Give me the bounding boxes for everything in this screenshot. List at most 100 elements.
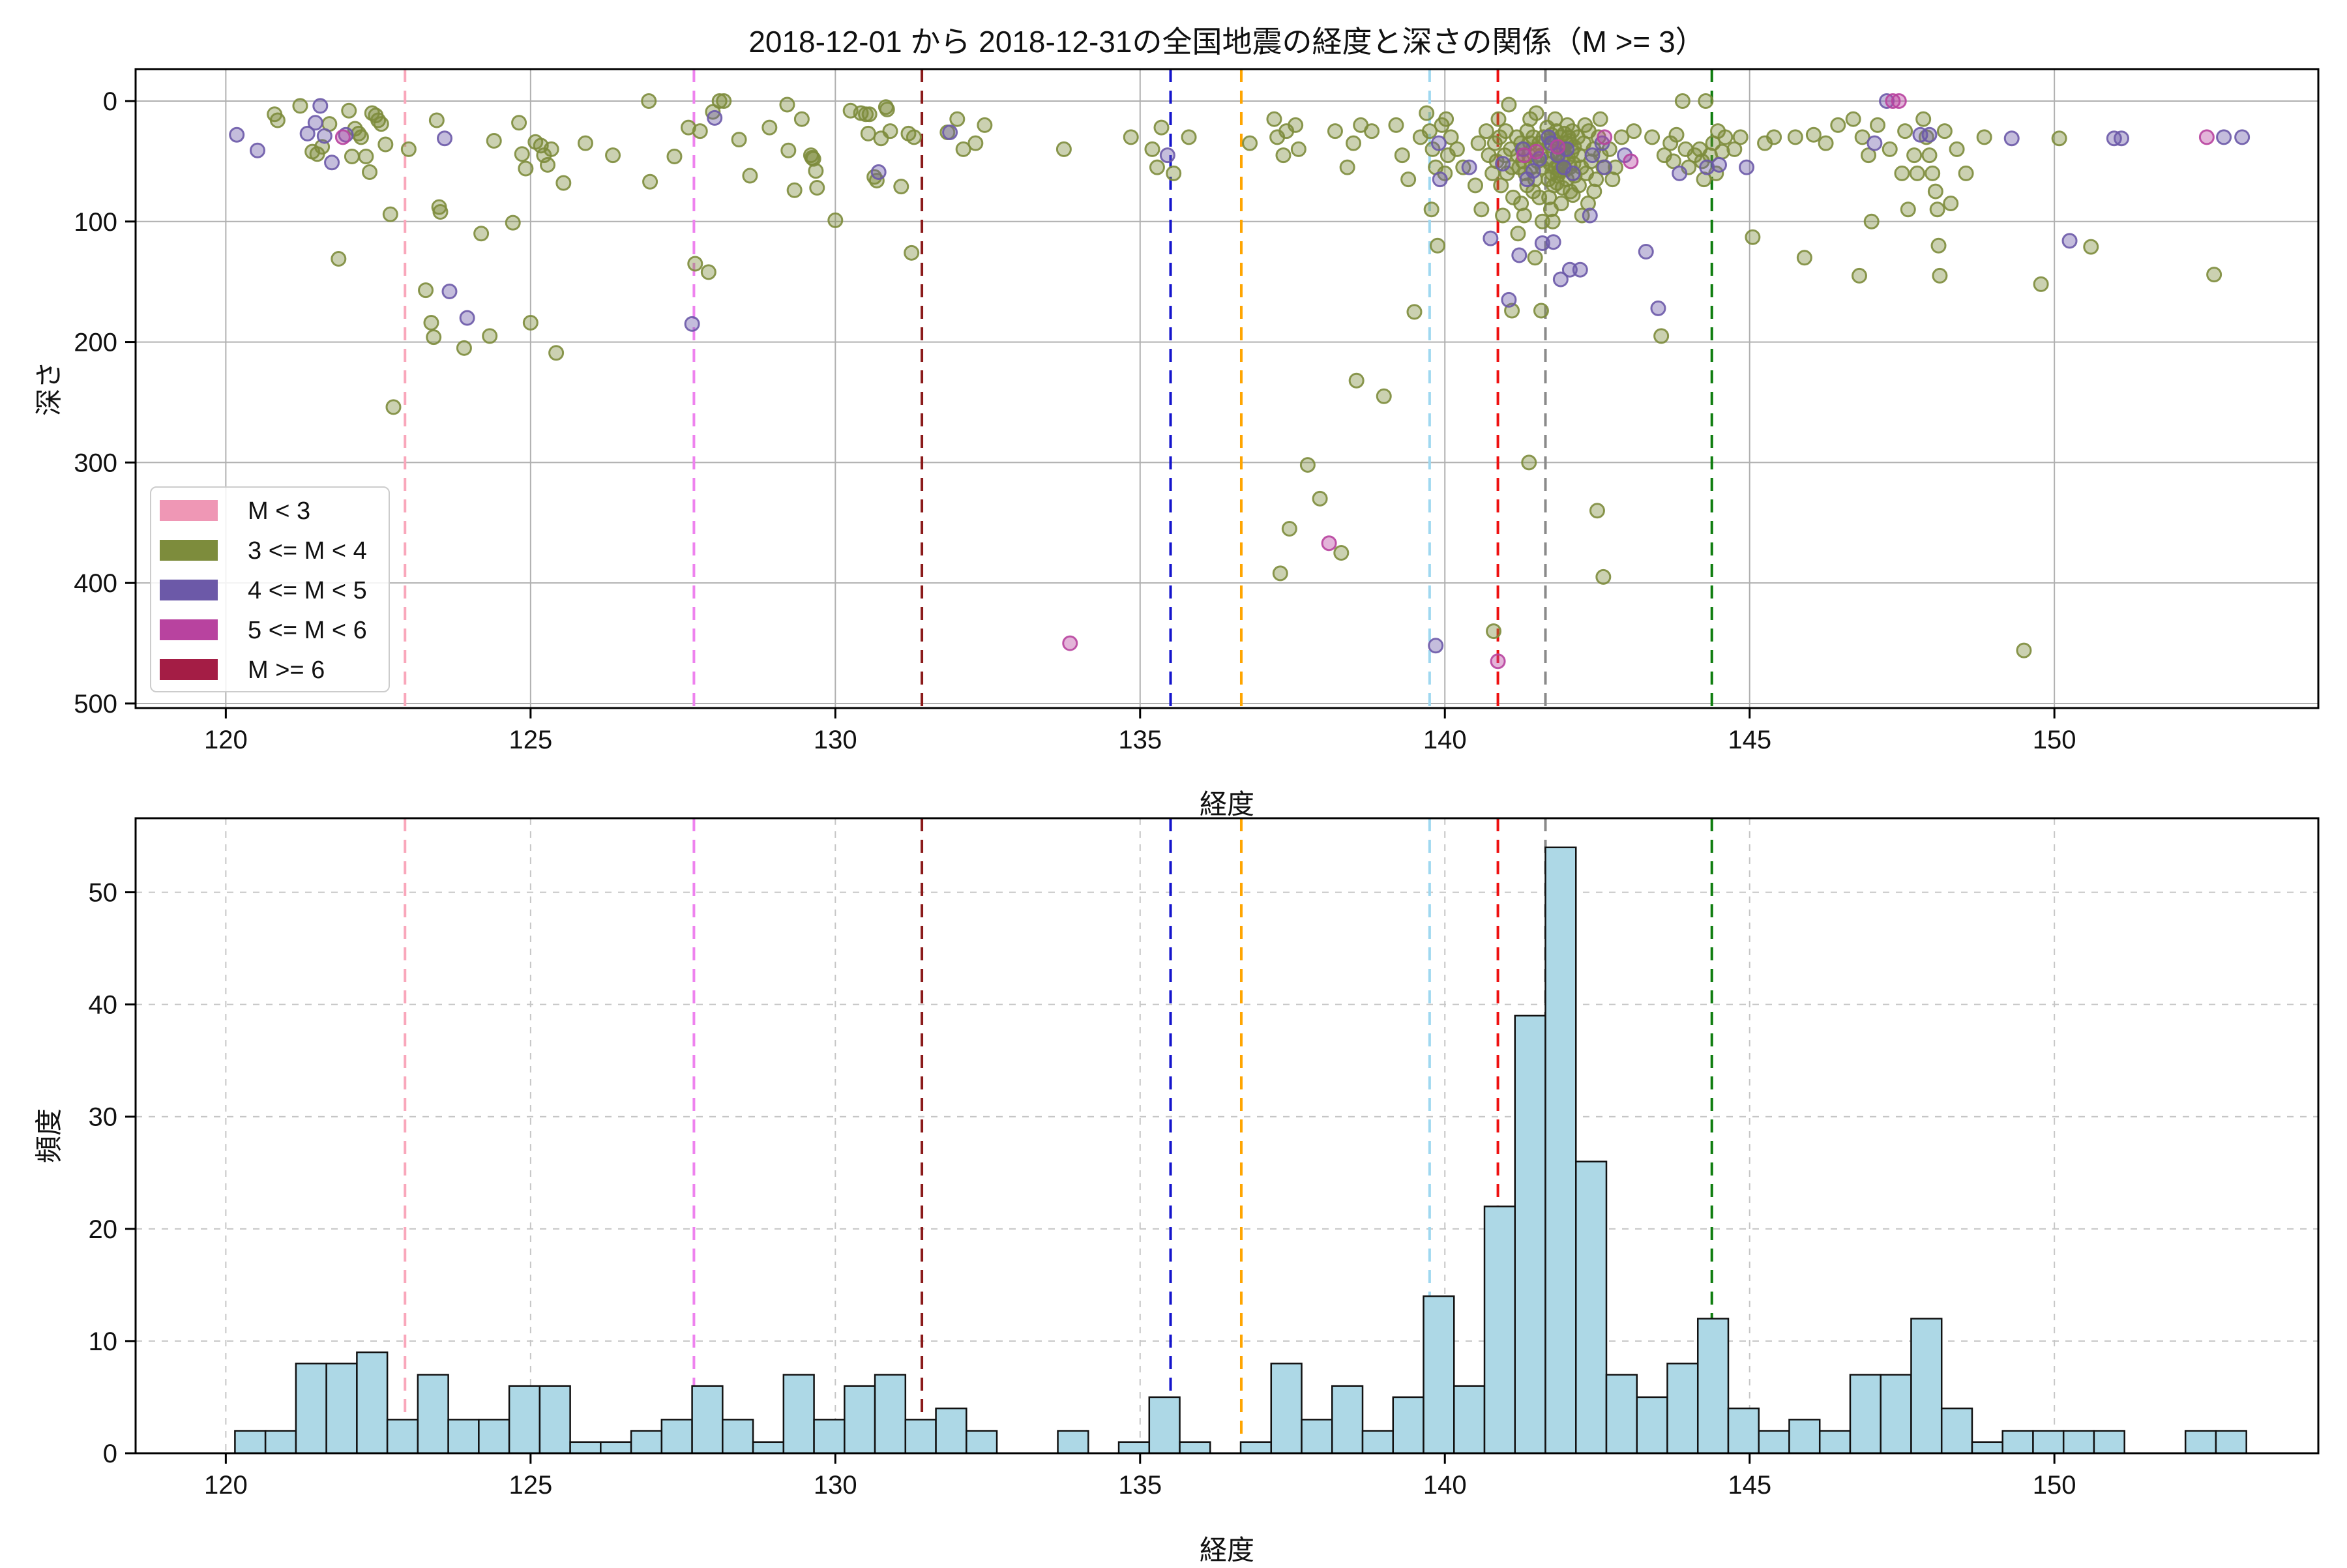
scatter-point <box>1787 129 1803 145</box>
histogram-bar <box>539 1385 571 1455</box>
scatter-point <box>341 102 357 119</box>
legend-swatch <box>160 659 218 680</box>
scatter-point <box>437 130 453 147</box>
scatter-point <box>2206 267 2222 283</box>
scatter-point <box>1588 171 1604 188</box>
scatter-point <box>1461 159 1477 175</box>
scatter-point <box>1891 93 1907 109</box>
scatter-point <box>1932 267 1948 284</box>
histogram-bar <box>844 1385 876 1455</box>
histogram-bar <box>966 1430 998 1455</box>
scatter-point <box>1544 213 1561 229</box>
y-tick-label: 100 <box>74 208 117 237</box>
histogram-bar <box>356 1351 389 1455</box>
histogram-bar <box>1910 1318 1943 1455</box>
scatter-point <box>1288 117 1304 133</box>
scatter-point <box>1958 165 1974 181</box>
scatter-point <box>1549 175 1565 191</box>
scatter-point <box>1281 521 1297 537</box>
scatter-point <box>942 125 958 141</box>
histogram-bar <box>1575 1161 1608 1455</box>
y-tick-label: 500 <box>74 690 117 718</box>
legend-label: 5 <= M < 6 <box>248 617 367 644</box>
scatter-point <box>1909 165 1925 181</box>
scatter-point <box>1419 105 1435 121</box>
scatter-point <box>1495 207 1511 224</box>
scatter-point <box>428 112 445 128</box>
scatter-point <box>1272 565 1288 582</box>
scatter-point <box>1055 141 1072 157</box>
scatter-point <box>1490 111 1507 127</box>
scatter-point <box>1443 129 1459 145</box>
scatter-point <box>1597 129 1613 145</box>
scatter-point <box>861 106 878 123</box>
scatter-point <box>1321 535 1337 552</box>
scatter-point <box>249 142 265 158</box>
scatter-point <box>2083 239 2099 255</box>
scatter-point <box>418 282 434 299</box>
scatter-point <box>1582 207 1598 224</box>
histogram-bar <box>2062 1430 2095 1455</box>
scatter-point <box>780 142 797 158</box>
scatter-point <box>1144 141 1160 157</box>
scatter-point <box>473 226 490 242</box>
scatter-point <box>353 129 369 145</box>
y-tick-label: 20 <box>89 1215 118 1244</box>
y-tick-label: 400 <box>74 569 117 598</box>
scatter-point <box>1929 201 1945 218</box>
histogram-bar <box>2032 1430 2065 1455</box>
histogram-bar <box>1636 1396 1668 1455</box>
histogram-bar <box>722 1419 754 1455</box>
scatter-point <box>1584 147 1601 164</box>
histogram-bar <box>2001 1430 2034 1455</box>
histogram-bar <box>295 1363 327 1455</box>
scatter-point <box>1364 123 1380 140</box>
scatter-point <box>1299 457 1316 473</box>
histogram-bar <box>1423 1295 1455 1455</box>
scatter-point <box>666 148 683 164</box>
scatter-point <box>870 164 887 181</box>
scatter-point <box>1830 117 1846 133</box>
scatter-point <box>1845 111 1861 127</box>
scatter-yaxis-label: 深さ <box>33 361 65 417</box>
scatter-point <box>441 283 458 299</box>
histogram-bar <box>1270 1363 1303 1455</box>
scatter-point <box>1421 123 1438 140</box>
scatter-point <box>793 111 810 127</box>
scatter-point <box>1614 129 1630 145</box>
legend-label: 4 <= M < 5 <box>248 577 367 604</box>
scatter-point <box>642 173 658 190</box>
scatter-point <box>229 126 245 143</box>
histogram-bar <box>417 1374 449 1455</box>
scatter-point <box>2033 276 2049 292</box>
scatter-point <box>1580 196 1596 212</box>
scatter-point <box>1608 159 1624 175</box>
scatter-point <box>1572 261 1588 278</box>
scatter-point <box>882 123 898 140</box>
scatter-point <box>1470 135 1486 151</box>
legend-swatch <box>160 500 218 521</box>
scatter-point <box>1851 267 1867 284</box>
scatter-point <box>1312 490 1328 507</box>
scatter-point <box>1818 135 1834 151</box>
scatter-point <box>522 315 539 331</box>
histogram-bar <box>874 1374 907 1455</box>
x-tick-label: 125 <box>509 1471 552 1500</box>
scatter-point <box>1406 304 1423 320</box>
scatter-point <box>1388 117 1404 133</box>
scatter-point <box>687 256 703 272</box>
histogram-bar <box>2215 1430 2247 1455</box>
scatter-point <box>1478 123 1494 140</box>
scatter-point <box>1534 235 1550 252</box>
scatter-point <box>2198 129 2215 145</box>
scatter-point <box>1698 93 1714 109</box>
scatter-point <box>1805 126 1822 143</box>
scatter-point <box>1921 126 1938 143</box>
scatter-point <box>1510 226 1526 242</box>
scatter-point <box>1493 177 1509 194</box>
scatter-point <box>1242 135 1258 151</box>
scatter-point <box>2051 130 2067 147</box>
histogram-bar <box>1179 1441 1211 1455</box>
scatter-point <box>2016 642 2032 658</box>
